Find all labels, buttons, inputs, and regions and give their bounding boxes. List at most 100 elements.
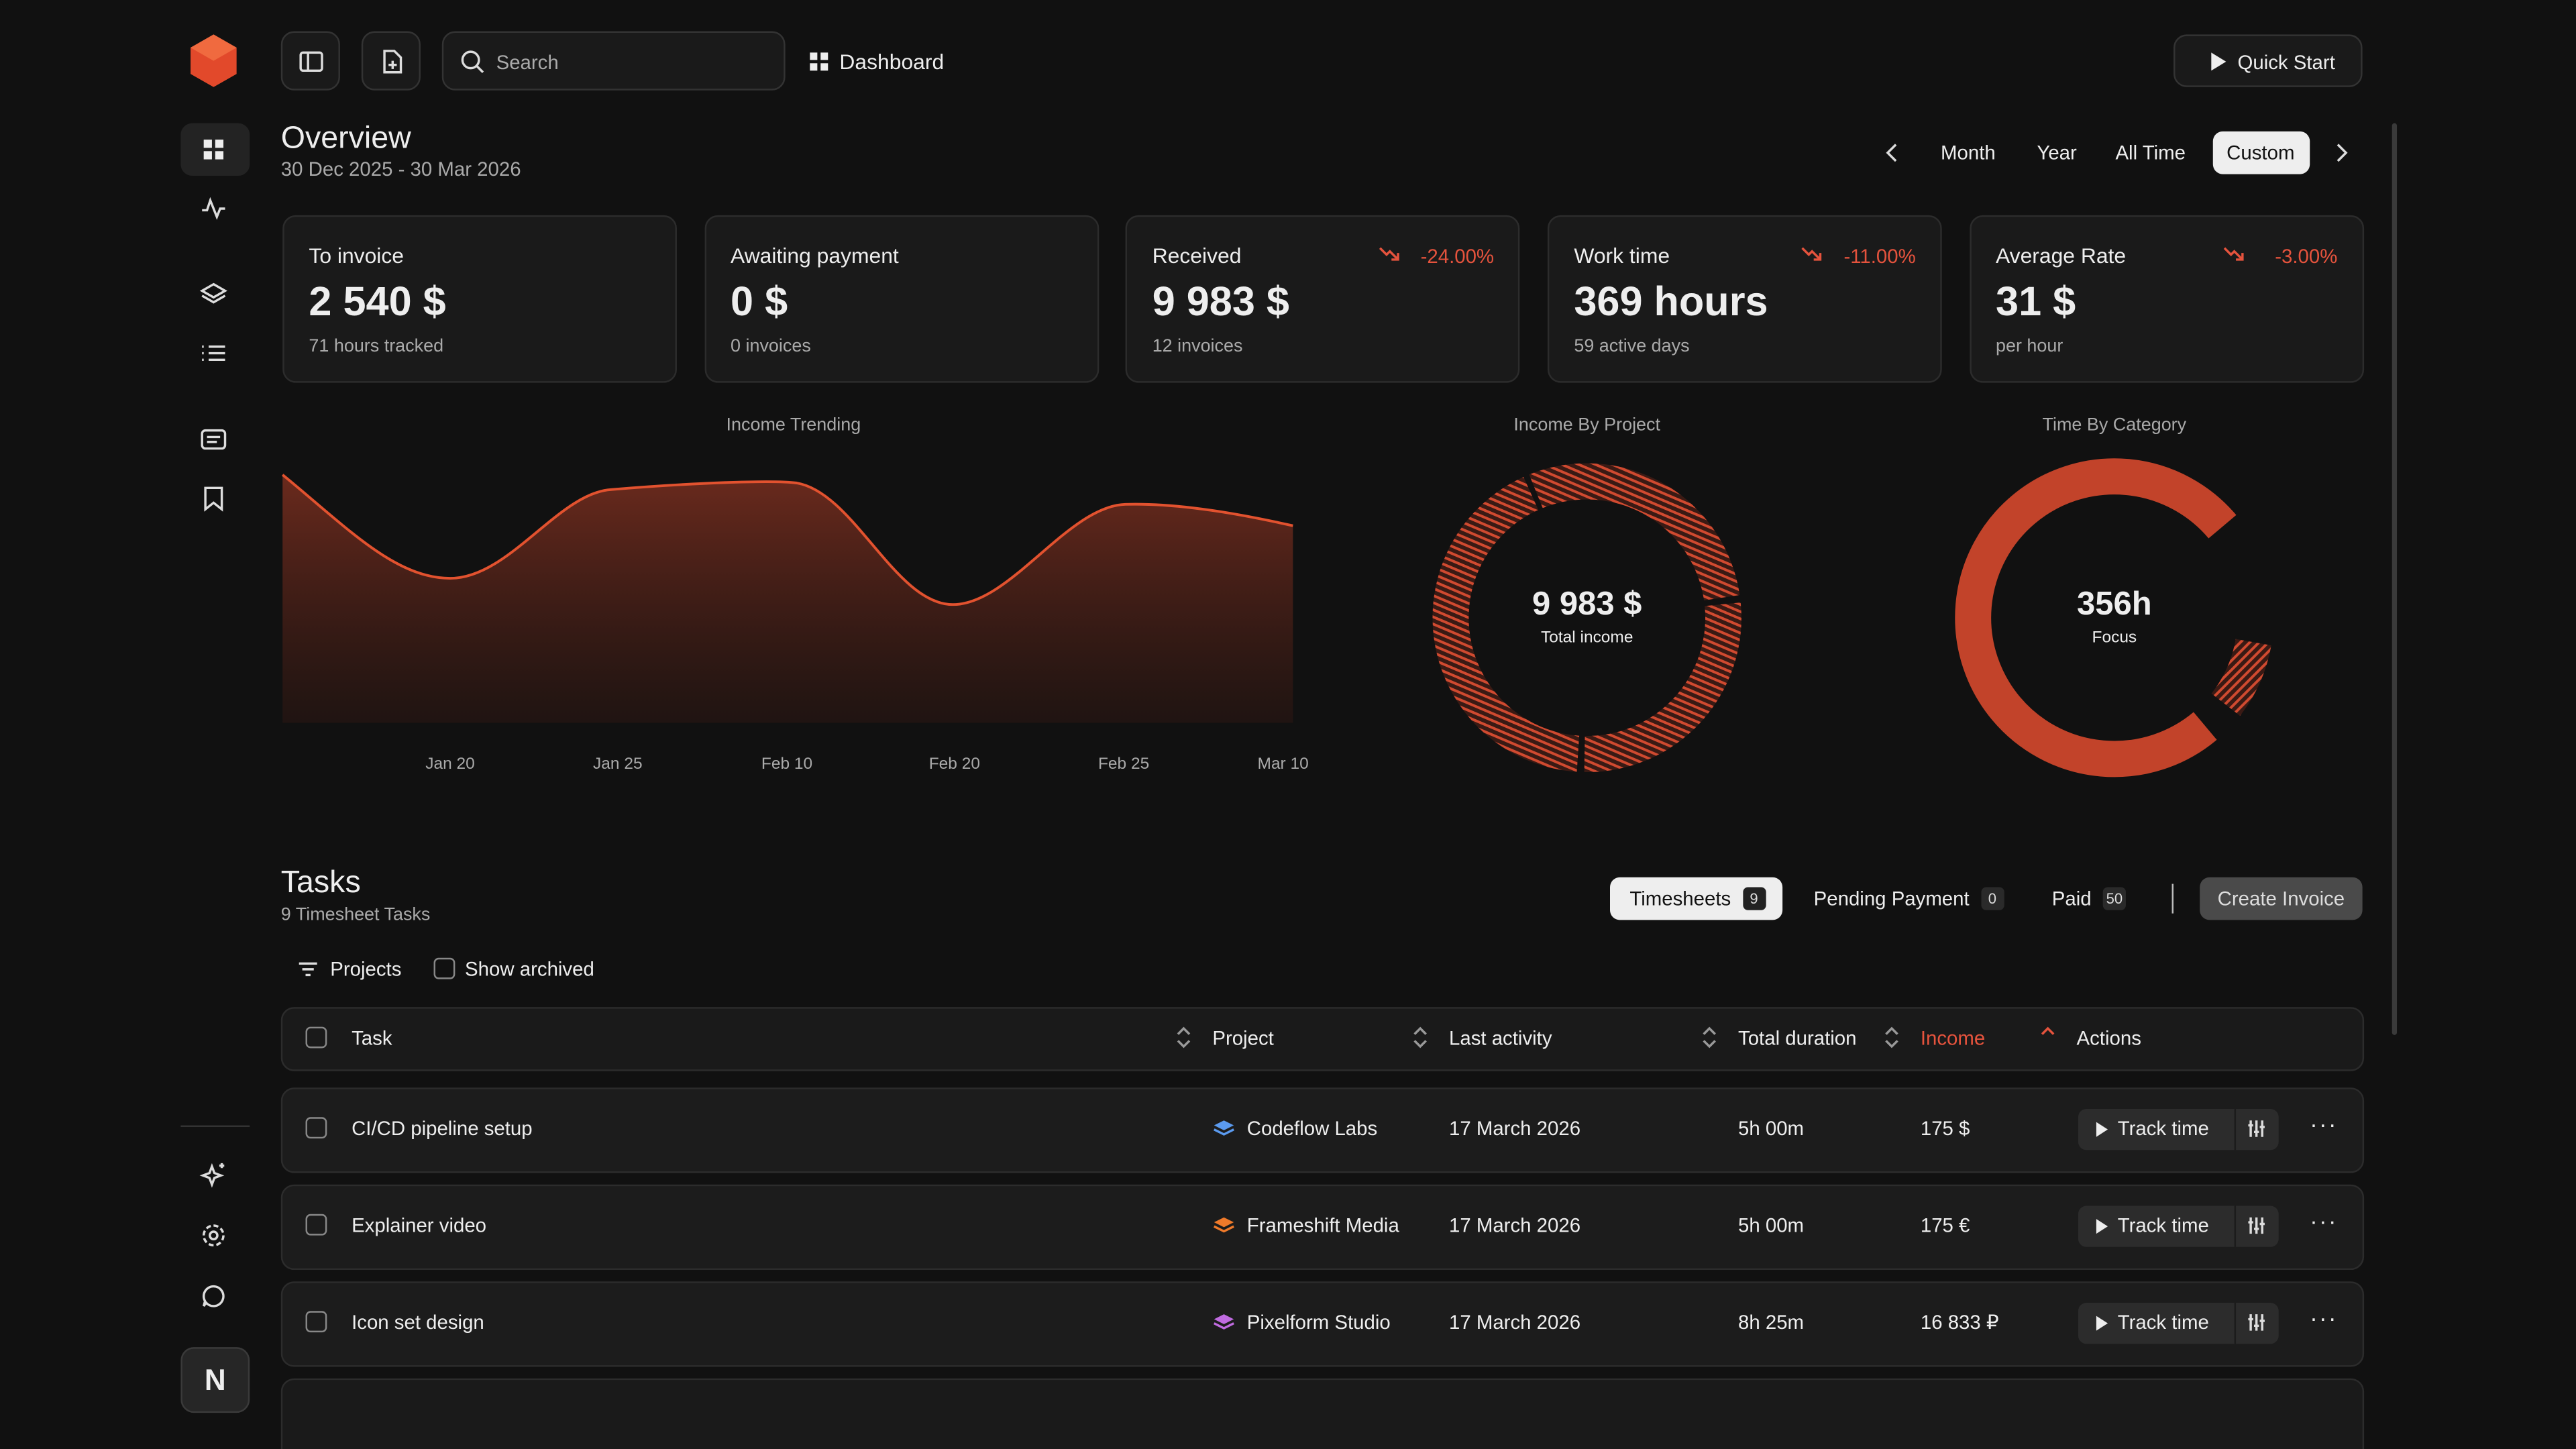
track-label: Track time bbox=[2117, 1117, 2209, 1140]
search-placeholder: Search bbox=[496, 50, 559, 74]
tasks-subtitle: 9 Timesheet Tasks bbox=[280, 905, 431, 925]
play-icon bbox=[2096, 1316, 2108, 1331]
income-area bbox=[282, 474, 1293, 723]
nav-active[interactable] bbox=[180, 123, 250, 176]
trend-icon bbox=[1801, 247, 1822, 261]
stat-sub: 12 invoices bbox=[1152, 337, 1243, 357]
sort-icon bbox=[1885, 1026, 1898, 1049]
row-checkbox[interactable] bbox=[305, 1117, 327, 1139]
breadcrumb-icon bbox=[810, 52, 828, 71]
x-tick-label: Feb 25 bbox=[1097, 755, 1150, 774]
prev[interactable] bbox=[1886, 144, 1898, 162]
stat-value: 2 540 $ bbox=[309, 279, 446, 325]
column-header: Actions bbox=[2076, 1026, 2141, 1050]
avatar[interactable]: N bbox=[180, 1347, 250, 1413]
x-tick-label: Jan 20 bbox=[425, 755, 475, 774]
row-partial bbox=[280, 1378, 2365, 1449]
create-invoice[interactable]: Create Invoice bbox=[2200, 877, 2363, 920]
track-button[interactable] bbox=[2078, 1205, 2279, 1247]
stat-change: -3.00% bbox=[2275, 244, 2338, 268]
period[interactable]: Year bbox=[2037, 141, 2077, 164]
chart-title: Time By Category bbox=[2042, 415, 2187, 435]
table-header bbox=[280, 1007, 2365, 1071]
filter-projects[interactable]: Projects bbox=[330, 957, 402, 981]
icon bbox=[299, 51, 323, 72]
tab-label[interactable]: Pending Payment bbox=[1813, 887, 1970, 910]
quick-start[interactable]: Quick Start bbox=[2174, 34, 2363, 87]
show-archived: Show archived bbox=[465, 957, 594, 981]
stat-change: -24.00% bbox=[1420, 244, 1495, 268]
category-donut bbox=[1955, 458, 2274, 777]
search[interactable]: Search bbox=[441, 31, 786, 91]
nav-settings[interactable] bbox=[202, 1224, 225, 1247]
stat-card bbox=[282, 215, 677, 383]
task-row bbox=[280, 1087, 2365, 1173]
project-name: Frameshift Media bbox=[1246, 1214, 1399, 1238]
chart-title: Income By Project bbox=[1513, 415, 1661, 435]
row-menu[interactable]: ··· bbox=[2310, 1304, 2338, 1331]
sort-icon bbox=[1413, 1026, 1427, 1049]
overview-title: Overview bbox=[280, 121, 411, 156]
donut-label: Total income bbox=[1540, 629, 1633, 647]
select-all[interactable] bbox=[305, 1026, 327, 1049]
last-activity: 17 March 2026 bbox=[1449, 1117, 1581, 1140]
nav-bookmark[interactable] bbox=[204, 486, 223, 512]
stat-card bbox=[1969, 215, 2364, 383]
stat-sub: 71 hours tracked bbox=[309, 337, 444, 357]
income: 16 833 ₽ bbox=[1920, 1311, 1999, 1334]
column-header: Income bbox=[1920, 1026, 1986, 1050]
nav-messages[interactable] bbox=[201, 429, 227, 450]
next[interactable] bbox=[2337, 144, 2348, 162]
tab-label[interactable]: Paid bbox=[2051, 887, 2092, 910]
project-icon bbox=[1214, 1217, 1234, 1233]
nav-activity[interactable] bbox=[202, 197, 225, 220]
row-menu[interactable]: ··· bbox=[2310, 1208, 2338, 1234]
nav-layers[interactable] bbox=[199, 282, 227, 304]
nav-chat[interactable] bbox=[202, 1285, 225, 1307]
track-button[interactable] bbox=[2078, 1109, 2279, 1150]
x-tick-label: Feb 20 bbox=[928, 755, 980, 774]
duration: 5h 00m bbox=[1738, 1214, 1805, 1238]
x-tick-label: Jan 25 bbox=[593, 755, 643, 774]
nav-ai[interactable] bbox=[199, 1163, 225, 1188]
adjust-icon bbox=[2248, 1314, 2265, 1331]
period-active[interactable] bbox=[2212, 131, 2310, 174]
tab-count: 9 bbox=[1742, 887, 1766, 910]
date-range: 30 Dec 2025 - 30 Mar 2026 bbox=[280, 158, 521, 181]
sort-icon bbox=[1177, 1026, 1191, 1049]
icon bbox=[461, 50, 484, 73]
row-checkbox[interactable] bbox=[305, 1214, 327, 1236]
row-checkbox[interactable] bbox=[305, 1311, 327, 1333]
stat-value: 0 $ bbox=[731, 279, 788, 325]
stat-label: Received bbox=[1152, 243, 1242, 268]
nav-list[interactable] bbox=[202, 345, 225, 363]
column-header: Task bbox=[352, 1026, 392, 1050]
play-icon bbox=[2096, 1122, 2108, 1137]
trend-icon bbox=[2223, 247, 2244, 261]
period[interactable]: Custom bbox=[2226, 141, 2295, 164]
archived-checkbox[interactable] bbox=[433, 957, 455, 979]
stat-label: Work time bbox=[1574, 243, 1670, 268]
new-file[interactable] bbox=[361, 31, 421, 91]
tab-count: 0 bbox=[1980, 887, 2004, 910]
icon bbox=[2211, 52, 2226, 71]
tasks-title: Tasks bbox=[280, 865, 361, 901]
toggle-sidebar[interactable] bbox=[280, 31, 340, 91]
income-line bbox=[281, 474, 1293, 606]
stat-label: Awaiting payment bbox=[731, 243, 899, 268]
chart-title: Income Trending bbox=[726, 415, 861, 435]
stat-change: -11.00% bbox=[1843, 244, 1916, 268]
donut-value: 9 983 $ bbox=[1532, 586, 1642, 623]
task-row bbox=[280, 1281, 2365, 1367]
divider bbox=[180, 1125, 250, 1128]
nav-dashboard[interactable] bbox=[203, 140, 224, 160]
period[interactable]: Month bbox=[1941, 141, 1996, 164]
trend-icon bbox=[1379, 247, 1400, 261]
adjust-icon bbox=[2248, 1217, 2265, 1234]
track-button[interactable] bbox=[2078, 1303, 2279, 1344]
tab-label[interactable]: Timesheets bbox=[1629, 887, 1731, 910]
row-menu[interactable]: ··· bbox=[2310, 1110, 2338, 1137]
adjust-icon bbox=[2248, 1120, 2265, 1137]
period[interactable]: All Time bbox=[2115, 141, 2186, 164]
